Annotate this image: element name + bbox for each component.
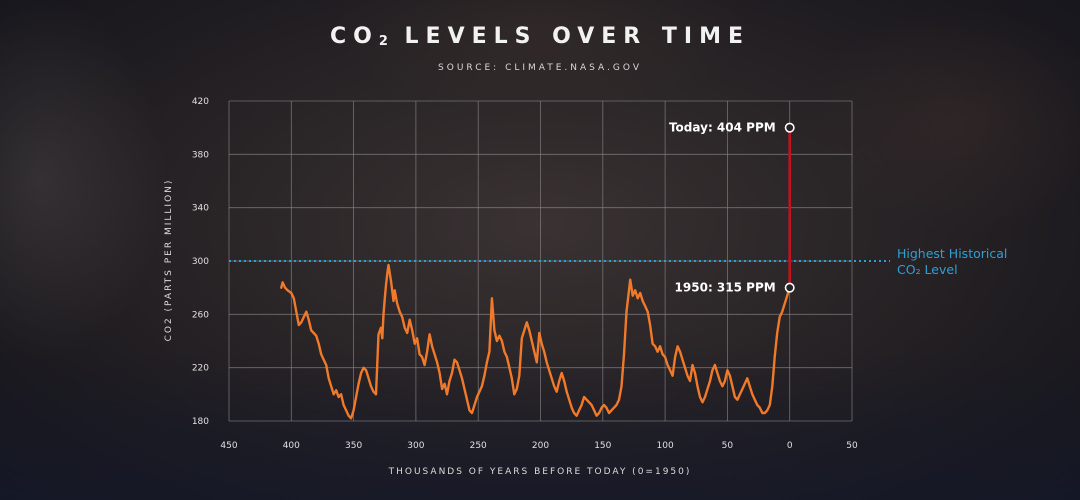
chart-grid [228,100,853,422]
threshold-line: Highest Historical CO₂ Level [229,246,1007,277]
y-tick-label: 340 [192,204,209,214]
x-axis-ticks: 450 400 350 300 250 200 150 100 50 0 50 [220,441,858,451]
y-tick-label: 380 [192,150,209,160]
threshold-label-line1: Highest Historical [897,246,1007,261]
y-tick-label: 260 [192,310,209,320]
x-tick-label: 350 [345,441,362,451]
x-tick-label: 150 [594,441,611,451]
threshold-label: Highest Historical CO₂ Level [897,246,1007,277]
y-tick-label: 300 [192,257,209,267]
chart-title: CO2 LEVELS OVER TIME [329,24,751,49]
x-tick-label: 100 [657,441,674,451]
y-tick-label: 220 [192,364,209,374]
historical-co2-line [280,263,791,420]
chart-series [280,127,792,420]
y-tick-label: 180 [192,417,209,427]
annotation-label: 1950: 315 PPM [675,281,776,295]
x-tick-label: 300 [407,441,424,451]
annotation-marker [784,282,795,293]
threshold-label-line2: CO₂ Level [897,262,958,277]
y-tick-label: 420 [192,97,209,107]
chart-source: SOURCE: CLIMATE.NASA.GOV [438,63,642,73]
y-axis-label: CO2 (PARTS PER MILLION) [164,179,174,342]
x-axis-label: THOUSANDS OF YEARS BEFORE TODAY (0=1950) [388,467,692,477]
x-tick-label: 50 [722,441,734,451]
x-tick-label: 250 [470,441,487,451]
x-tick-label: 200 [532,441,549,451]
y-axis-ticks: 180 220 260 300 340 380 420 [192,97,209,427]
x-tick-label: 0 [787,441,793,451]
chart-annotations: Today: 404 PPM 1950: 315 PPM [669,121,795,295]
x-tick-label: 50 [846,441,858,451]
annotation-marker [784,122,795,133]
annotation-label: Today: 404 PPM [669,121,776,135]
x-tick-label: 400 [283,441,300,451]
x-tick-label: 450 [220,441,237,451]
